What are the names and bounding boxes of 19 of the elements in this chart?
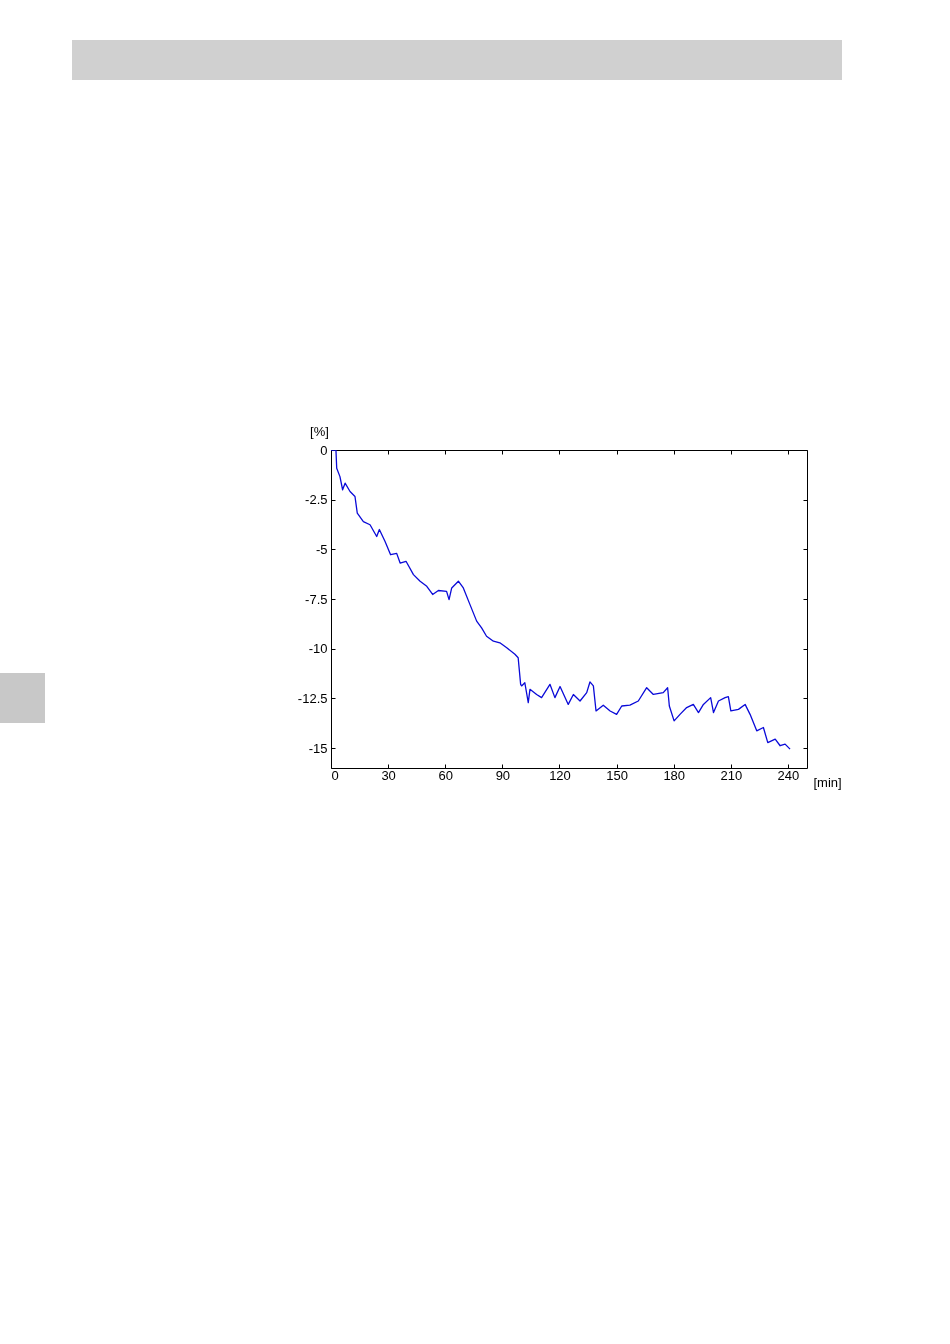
- x-tick-label: 60: [438, 767, 453, 783]
- x-tick-label: 210: [720, 767, 743, 783]
- y-tick-label: -10: [308, 641, 328, 657]
- y-tick-label: -2.5: [305, 492, 328, 508]
- x-tick-label: 120: [549, 767, 571, 783]
- x-tick-label: 90: [495, 767, 511, 783]
- y-tick-label: -7.5: [305, 591, 328, 607]
- x-tick-label: 180: [663, 767, 686, 783]
- x-axis-title: [min]: [813, 774, 842, 790]
- x-tick-label: 0: [331, 767, 339, 783]
- x-tick-label: 150: [606, 767, 628, 783]
- line-series: [331, 450, 791, 750]
- y-tick-label: 0: [320, 442, 328, 458]
- y-tick-label: -12.5: [297, 690, 328, 706]
- y-tick-label: -5: [315, 541, 328, 557]
- y-tick-label: -15: [308, 740, 328, 756]
- y-axis-title: [%]: [310, 423, 329, 439]
- x-tick-label: 240: [777, 767, 800, 783]
- x-tick-label: 30: [381, 767, 396, 783]
